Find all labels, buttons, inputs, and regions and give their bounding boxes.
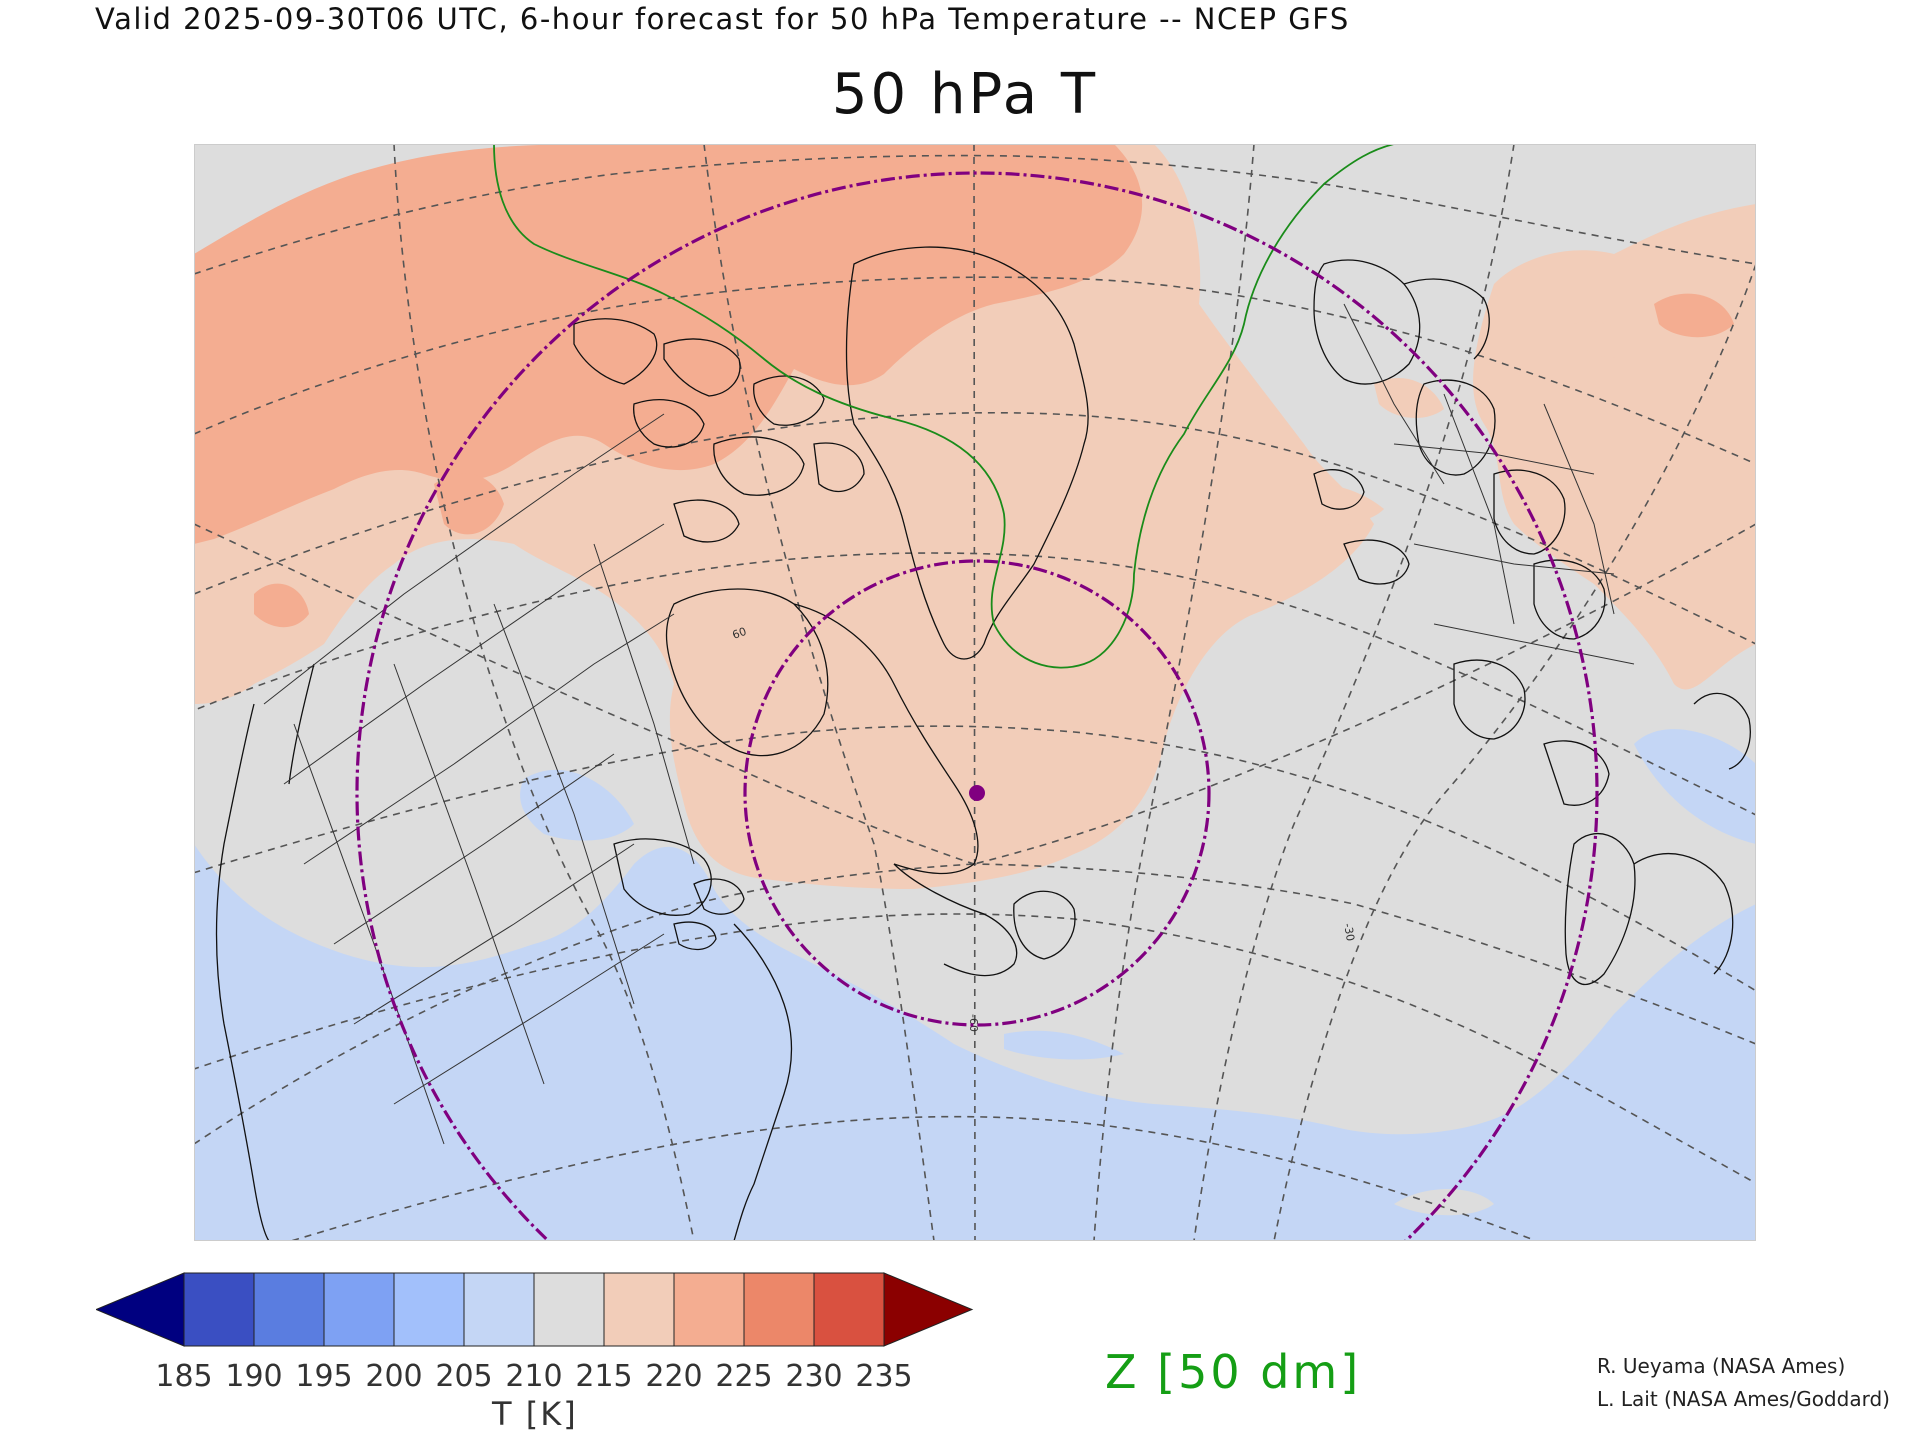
warm-patch xyxy=(1654,293,1734,338)
colorbar-swatch xyxy=(323,1272,395,1347)
cold-patch xyxy=(1634,729,1756,844)
colorbar-tick-label: 235 xyxy=(855,1359,912,1394)
colorbar-swatch xyxy=(533,1272,605,1347)
colorbar-extend-high xyxy=(883,1272,974,1347)
range-ring-outer xyxy=(355,171,1599,1241)
warm-region-fill-215-220 xyxy=(1274,483,1384,526)
colorbar-swatch xyxy=(393,1272,465,1347)
colorbar-tick-label: 215 xyxy=(575,1359,632,1394)
coastlines xyxy=(215,246,1751,1241)
graticule-label: -60 xyxy=(967,1014,980,1032)
valid-time-header: Valid 2025-09-30T06 UTC, 6-hour forecast… xyxy=(95,2,1350,36)
location-marker xyxy=(969,785,985,801)
colorbar-tick-label: 220 xyxy=(645,1359,702,1394)
colorbar: 185 190 195 200 205 210 215 220 225 230 235 xyxy=(94,1268,996,1402)
warm-patch xyxy=(434,473,504,535)
map-canvas: -60 -30 60 xyxy=(194,144,1756,1241)
colorbar-swatch xyxy=(673,1272,745,1347)
map-border xyxy=(194,144,1756,1241)
map-title: 50 hPa T xyxy=(831,62,1099,127)
cold-region-fill xyxy=(194,844,1756,1241)
colorbar-svg: 185 190 195 200 205 210 215 220 225 230 235 xyxy=(94,1272,974,1394)
colorbar-tick-label: 200 xyxy=(365,1359,422,1394)
cold-patch xyxy=(724,1031,884,1069)
cold-patch xyxy=(1394,1189,1494,1216)
credit-line: L. Lait (NASA Ames/Goddard) xyxy=(1597,1387,1890,1411)
graticule-label: -30 xyxy=(1341,922,1357,942)
colorbar-unit-label: T [K] xyxy=(492,1395,578,1433)
colorbar-tick-label: 185 xyxy=(155,1359,212,1394)
colorbar-tick-label: 230 xyxy=(785,1359,842,1394)
colorbar-swatch xyxy=(743,1272,815,1347)
colorbar-tick-label: 195 xyxy=(295,1359,352,1394)
map-panel: -60 -30 60 xyxy=(194,144,1756,1241)
colorbar-tick-label: 205 xyxy=(435,1359,492,1394)
range-ring-inner xyxy=(743,559,1211,1027)
colorbar-swatch xyxy=(253,1272,325,1347)
colorbar-swatch xyxy=(603,1272,675,1347)
colorbar-tick-label: 190 xyxy=(225,1359,282,1394)
warm-patch xyxy=(1374,378,1444,419)
credit-line: R. Ueyama (NASA Ames) xyxy=(1597,1354,1846,1378)
political-boundaries xyxy=(263,303,1635,1145)
credits: R. Ueyama (NASA Ames) L. Lait (NASA Ames… xyxy=(1597,1350,1890,1416)
colorbar-swatch xyxy=(463,1272,535,1347)
warm-patch xyxy=(1574,321,1634,359)
colorbar-tick-label: 210 xyxy=(505,1359,562,1394)
contour-legend-label: Z [50 dm] xyxy=(1105,1345,1362,1399)
colorbar-tick-label: 225 xyxy=(715,1359,772,1394)
colorbar-swatch xyxy=(813,1272,885,1347)
cold-patch xyxy=(520,769,634,841)
cold-patch xyxy=(1004,1030,1124,1060)
graticule-label: 60 xyxy=(731,625,749,642)
colorbar-swatch xyxy=(183,1272,255,1347)
geopotential-contour xyxy=(493,144,1395,669)
warm-patch xyxy=(254,583,309,628)
colorbar-extend-low xyxy=(94,1272,185,1347)
